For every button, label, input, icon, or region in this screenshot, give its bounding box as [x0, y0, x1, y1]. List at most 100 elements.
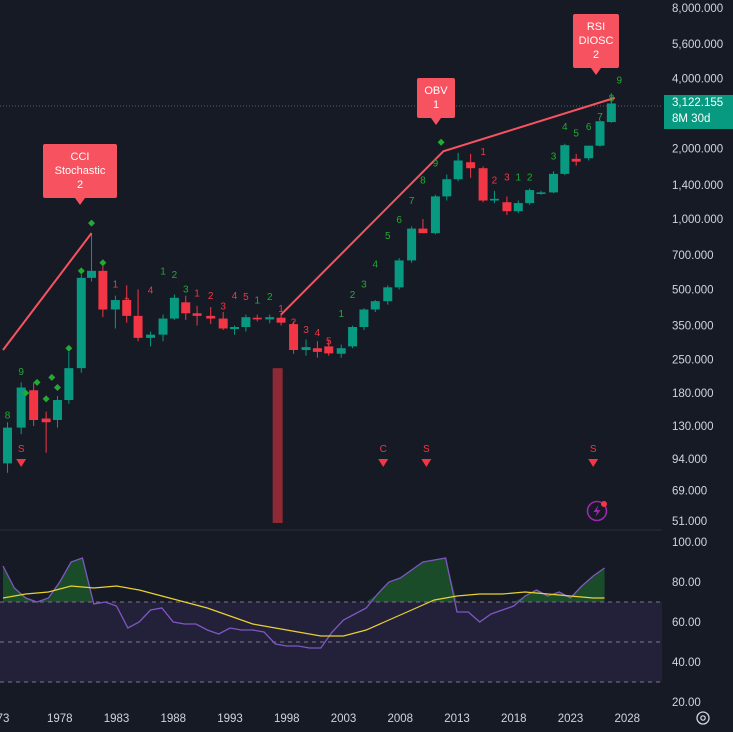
signal-label: C	[380, 444, 387, 455]
candle-body	[370, 301, 380, 310]
indicator-callout: RSI DIOSC 2	[573, 14, 619, 75]
time-tick-label: 1998	[274, 713, 300, 725]
candle	[560, 143, 570, 176]
time-tick-label: 1978	[47, 713, 73, 725]
candle	[41, 411, 51, 453]
candle-body	[146, 334, 156, 338]
lightning-icon[interactable]	[586, 500, 608, 522]
candle	[289, 321, 299, 354]
td-count-label: 3	[361, 279, 367, 290]
candle-body	[312, 348, 322, 352]
candle-body	[336, 348, 346, 354]
td-count-label: 1	[113, 279, 119, 290]
candle	[133, 289, 143, 342]
last-price: 3,122.155	[672, 97, 724, 109]
candle-body	[218, 318, 228, 329]
candle	[110, 295, 120, 329]
candle	[370, 300, 380, 312]
td-count-label: 5	[326, 337, 332, 348]
candle-body	[466, 162, 476, 169]
callout-box	[417, 78, 455, 118]
td-count-label: 3	[551, 151, 557, 162]
candle-body	[76, 277, 86, 369]
grid	[0, 105, 662, 531]
candle-body	[359, 309, 369, 328]
candle-body	[478, 168, 488, 201]
td-count-label: 2	[492, 175, 498, 186]
callout-pointer	[75, 198, 85, 205]
td-count-label: 3	[220, 301, 226, 312]
td-count-label: 9	[18, 367, 24, 378]
settings-icon[interactable]	[696, 711, 710, 725]
td-count-label: 1	[480, 147, 486, 158]
setup-diamond	[42, 395, 50, 403]
candle	[513, 200, 523, 214]
callout-pointer	[431, 118, 441, 125]
rsi-line	[2, 557, 605, 649]
candle-body	[230, 327, 240, 330]
candle	[230, 325, 240, 335]
candle	[336, 344, 346, 358]
candle	[192, 305, 202, 326]
price-tick-label: 500.000	[672, 284, 714, 296]
candle-body	[241, 317, 251, 328]
td-count-label: 1	[254, 295, 260, 306]
candle	[3, 422, 13, 473]
candle-body	[536, 192, 546, 194]
setup-diamond	[53, 384, 61, 392]
candle-body	[595, 121, 605, 146]
candle-body	[324, 346, 334, 354]
candle	[218, 311, 228, 330]
candle	[418, 219, 428, 234]
candle	[146, 331, 156, 347]
callout-box	[573, 14, 619, 68]
callout-text: Stochastic	[55, 165, 106, 177]
candle	[489, 190, 499, 204]
candle-body	[289, 324, 299, 351]
candle	[407, 226, 417, 263]
callout-text: 2	[77, 179, 83, 191]
td-count-label: 4	[372, 260, 378, 271]
time-tick-label: 2023	[558, 713, 584, 725]
candle-body	[3, 427, 13, 464]
setup-diamond	[88, 219, 96, 227]
volume-bar	[272, 368, 283, 523]
candle	[502, 196, 512, 216]
time-tick-label: 2008	[387, 713, 413, 725]
candle	[453, 152, 463, 182]
candle	[122, 285, 132, 323]
candle-body	[16, 387, 26, 428]
td-count-label: 4	[315, 328, 321, 339]
callout-text: 2	[593, 49, 599, 61]
price-tick-label: 8,000.000	[672, 3, 723, 15]
bar-countdown: 8M 30d	[672, 113, 711, 125]
candle	[52, 395, 62, 428]
candle-body	[453, 160, 463, 180]
td-count-label: 2	[350, 290, 356, 301]
candle-body	[548, 173, 558, 193]
candle	[595, 120, 605, 147]
candle-body	[430, 196, 440, 234]
candle	[584, 145, 594, 161]
td-count-label: 4	[232, 291, 238, 302]
candle-body	[181, 302, 191, 314]
td-count-label: 5	[573, 129, 579, 140]
candle	[348, 325, 358, 349]
callouts: CCI Stochastic 2 OBV 1 RSI DIOSC 2	[43, 14, 619, 205]
td-count-label: 5	[385, 231, 391, 242]
td-count-label: 8	[5, 411, 11, 422]
td-count-label: 9	[433, 158, 439, 169]
candle	[16, 382, 26, 435]
candle-body	[489, 198, 499, 201]
td-count-label: 2	[124, 297, 130, 308]
td-count-label: 3	[135, 319, 141, 330]
price-tick-label: 1,000.000	[672, 214, 723, 226]
last-price-tag: 3,122.155 8M 30d	[664, 95, 733, 129]
candle	[169, 294, 179, 320]
setup-diamond	[99, 259, 107, 267]
candle-body	[606, 103, 616, 123]
candle	[265, 314, 275, 324]
setup-diamond	[77, 267, 85, 275]
candle	[276, 313, 286, 326]
